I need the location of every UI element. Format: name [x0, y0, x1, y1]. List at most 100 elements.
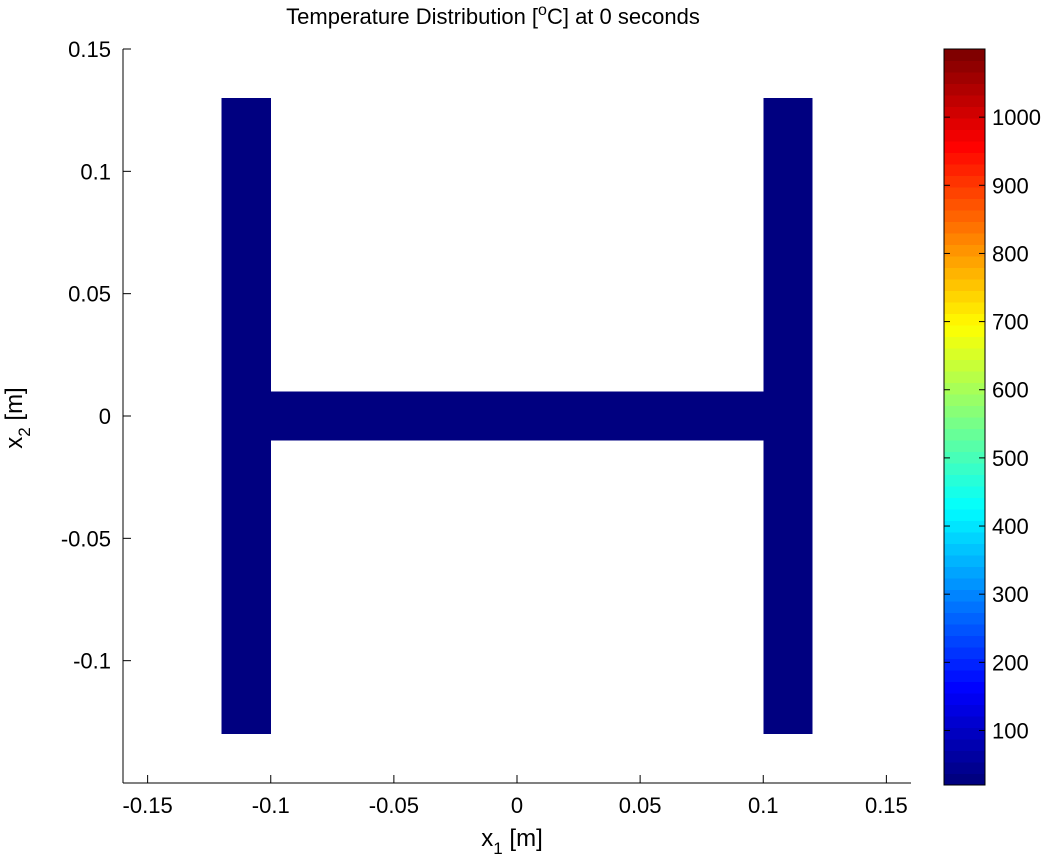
colorbar-band: [944, 95, 985, 108]
chart-title: Temperature Distribution [oC] at 0 secon…: [286, 2, 700, 29]
y-tick-label: -0.1: [73, 649, 111, 674]
y-tick-label: 0.1: [80, 159, 111, 184]
colorbar-band: [944, 290, 985, 303]
colorbar: 100 200 300 400 500 600 700 800 900 1000: [943, 48, 1041, 786]
colorbar-band: [944, 325, 985, 338]
colorbar-band: [944, 440, 985, 453]
x-axis-label-base: x: [481, 825, 493, 852]
x-tick-label: 0.1: [748, 793, 779, 818]
x-tick-label: 0.05: [619, 793, 662, 818]
colorbar-band: [944, 497, 985, 510]
colorbar-tick-label: 300: [992, 582, 1029, 607]
colorbar-band: [944, 509, 985, 522]
colorbar-band: [944, 49, 985, 62]
colorbar-band: [944, 451, 985, 464]
colorbar-band: [944, 348, 985, 361]
colorbar-band: [944, 175, 985, 188]
colorbar-band: [944, 336, 985, 349]
colorbar-band: [944, 704, 985, 717]
x-tick-label: -0.1: [252, 793, 290, 818]
y-tick-label: 0.15: [68, 37, 111, 62]
colorbar-band: [944, 72, 985, 85]
x-ticks: -0.15 -0.1 -0.05 0 0.05 0.1 0.15: [123, 775, 908, 818]
colorbar-band: [944, 543, 985, 556]
colorbar-band: [944, 739, 985, 752]
colorbar-band: [944, 762, 985, 775]
colorbar-band: [944, 647, 985, 660]
colorbar-tick-label: 400: [992, 514, 1029, 539]
colorbar-band: [944, 658, 985, 671]
title-suffix: C] at 0 seconds: [547, 4, 700, 29]
y-axis-label-unit: [m]: [1, 387, 28, 427]
colorbar-band: [944, 382, 985, 395]
y-axis-label-sub: 2: [15, 427, 34, 436]
colorbar-band: [944, 267, 985, 280]
colorbar-band: [944, 152, 985, 165]
x-tick-label: -0.15: [123, 793, 173, 818]
colorbar-band: [944, 279, 985, 292]
colorbar-band: [944, 716, 985, 729]
y-axis-label-base: x: [1, 437, 28, 449]
colorbar-tick-label: 800: [992, 241, 1029, 266]
colorbar-frame: [943, 48, 986, 786]
colorbar-gradient: [944, 49, 985, 786]
colorbar-band: [944, 141, 985, 154]
y-ticks: 0.15 0.1 0.05 0 -0.05 -0.1: [61, 37, 131, 674]
colorbar-band: [944, 589, 985, 602]
colorbar-band: [944, 302, 985, 315]
colorbar-band: [944, 727, 985, 740]
colorbar-tick-label: 900: [992, 173, 1029, 198]
colorbar-band: [944, 601, 985, 614]
colorbar-band: [944, 612, 985, 625]
colorbar-band: [944, 486, 985, 499]
region-right-flange: [763, 97, 813, 735]
colorbar-band: [944, 83, 985, 96]
colorbar-band: [944, 532, 985, 545]
colorbar-band: [944, 520, 985, 533]
colorbar-tick-label: 1000: [992, 105, 1041, 130]
colorbar-band: [944, 578, 985, 591]
colorbar-band: [944, 474, 985, 487]
colorbar-tick-label: 500: [992, 446, 1029, 471]
colorbar-band: [944, 164, 985, 177]
colorbar-band: [944, 118, 985, 131]
y-tick-label: 0: [99, 404, 111, 429]
x-tick-label: -0.05: [369, 793, 419, 818]
colorbar-band: [944, 463, 985, 476]
colorbar-band: [944, 210, 985, 223]
colorbar-band: [944, 233, 985, 246]
title-prefix: Temperature Distribution [: [286, 4, 538, 29]
colorbar-band: [944, 371, 985, 384]
colorbar-band: [944, 198, 985, 211]
y-tick-label: 0.05: [68, 282, 111, 307]
colorbar-band: [944, 187, 985, 200]
colorbar-band: [944, 394, 985, 407]
colorbar-band: [944, 221, 985, 234]
h-profile-shape: [221, 97, 813, 735]
y-axis-label: x2 [m]: [1, 387, 34, 448]
colorbar-tick-label: 600: [992, 378, 1029, 403]
colorbar-band: [944, 405, 985, 418]
colorbar-tick-label: 200: [992, 650, 1029, 675]
x-axis-label-unit: [m]: [503, 825, 543, 852]
colorbar-band: [944, 693, 985, 706]
colorbar-band: [944, 359, 985, 372]
x-tick-label: 0: [511, 793, 523, 818]
colorbar-tick-label: 100: [992, 718, 1029, 743]
colorbar-band: [944, 313, 985, 326]
x-tick-label: 0.15: [865, 793, 908, 818]
colorbar-band: [944, 129, 985, 142]
colorbar-band: [944, 555, 985, 568]
colorbar-band: [944, 60, 985, 73]
colorbar-tick-label: 700: [992, 310, 1029, 335]
colorbar-ticks: 100 200 300 400 500 600 700 800 900 1000: [944, 105, 1041, 743]
title-degree: o: [538, 2, 547, 19]
x-axis-label-sub: 1: [493, 839, 502, 858]
colorbar-band: [944, 566, 985, 579]
colorbar-band: [944, 428, 985, 441]
colorbar-band: [944, 773, 985, 786]
colorbar-band: [944, 670, 985, 683]
colorbar-band: [944, 244, 985, 257]
colorbar-band: [944, 681, 985, 694]
